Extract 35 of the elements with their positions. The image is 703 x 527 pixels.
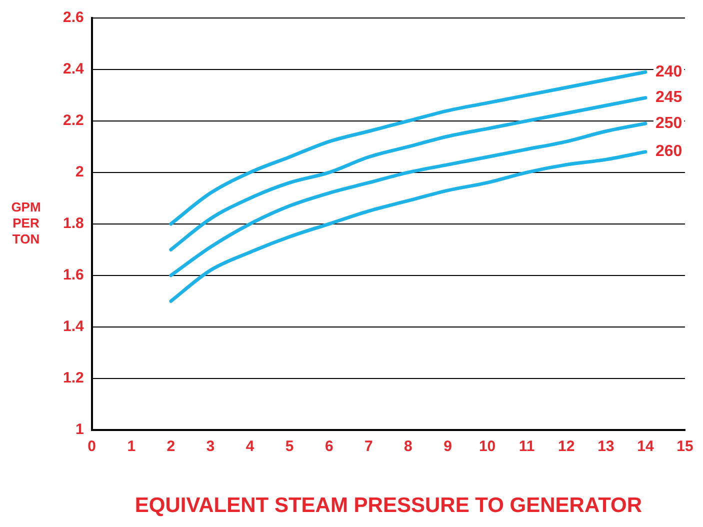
series-label: 240 — [655, 63, 682, 80]
y-tick-label: 1.2 — [62, 369, 84, 386]
x-tick-label: 8 — [404, 438, 412, 455]
x-tick-label: 13 — [598, 438, 614, 455]
line-series — [169, 96, 648, 252]
x-tick-label: 9 — [444, 438, 452, 455]
line-series — [169, 122, 648, 278]
y-tick-label: 1.6 — [62, 266, 84, 284]
y-tick-label: 2.6 — [62, 9, 84, 26]
y-tick-label: 1 — [76, 420, 84, 438]
x-tick-label: 15 — [676, 438, 694, 455]
line-series — [169, 150, 648, 303]
y-tick-label: 2.2 — [62, 112, 84, 130]
x-tick-label: 4 — [246, 438, 255, 455]
x-tick-label: 10 — [478, 438, 496, 455]
y-tick-label: 1.4 — [62, 318, 84, 335]
x-tick-label: 3 — [206, 438, 215, 455]
x-tick-label: 5 — [285, 438, 294, 455]
y-tick-label: 2 — [76, 164, 84, 181]
x-axis-title: EQUIVALENT STEAM PRESSURE TO GENERATOR — [134, 494, 642, 518]
series-label: 250 — [655, 114, 682, 132]
y-axis-title: GPM PER TON — [11, 199, 41, 246]
line-series — [169, 70, 648, 226]
x-tick-label: 12 — [558, 438, 575, 455]
x-tick-label: 1 — [127, 438, 136, 455]
x-tick-label: 0 — [88, 438, 96, 455]
series-label: 260 — [655, 143, 682, 160]
x-tick-label: 2 — [166, 438, 176, 455]
y-tick-label: 1.8 — [62, 215, 84, 232]
x-tick-label: 6 — [324, 438, 334, 455]
y-tick-label: 2.4 — [62, 60, 84, 78]
x-tick-label: 11 — [518, 438, 535, 455]
x-tick-label: 7 — [364, 438, 373, 455]
x-tick-label: 14 — [637, 438, 654, 455]
series-label: 245 — [655, 89, 682, 106]
